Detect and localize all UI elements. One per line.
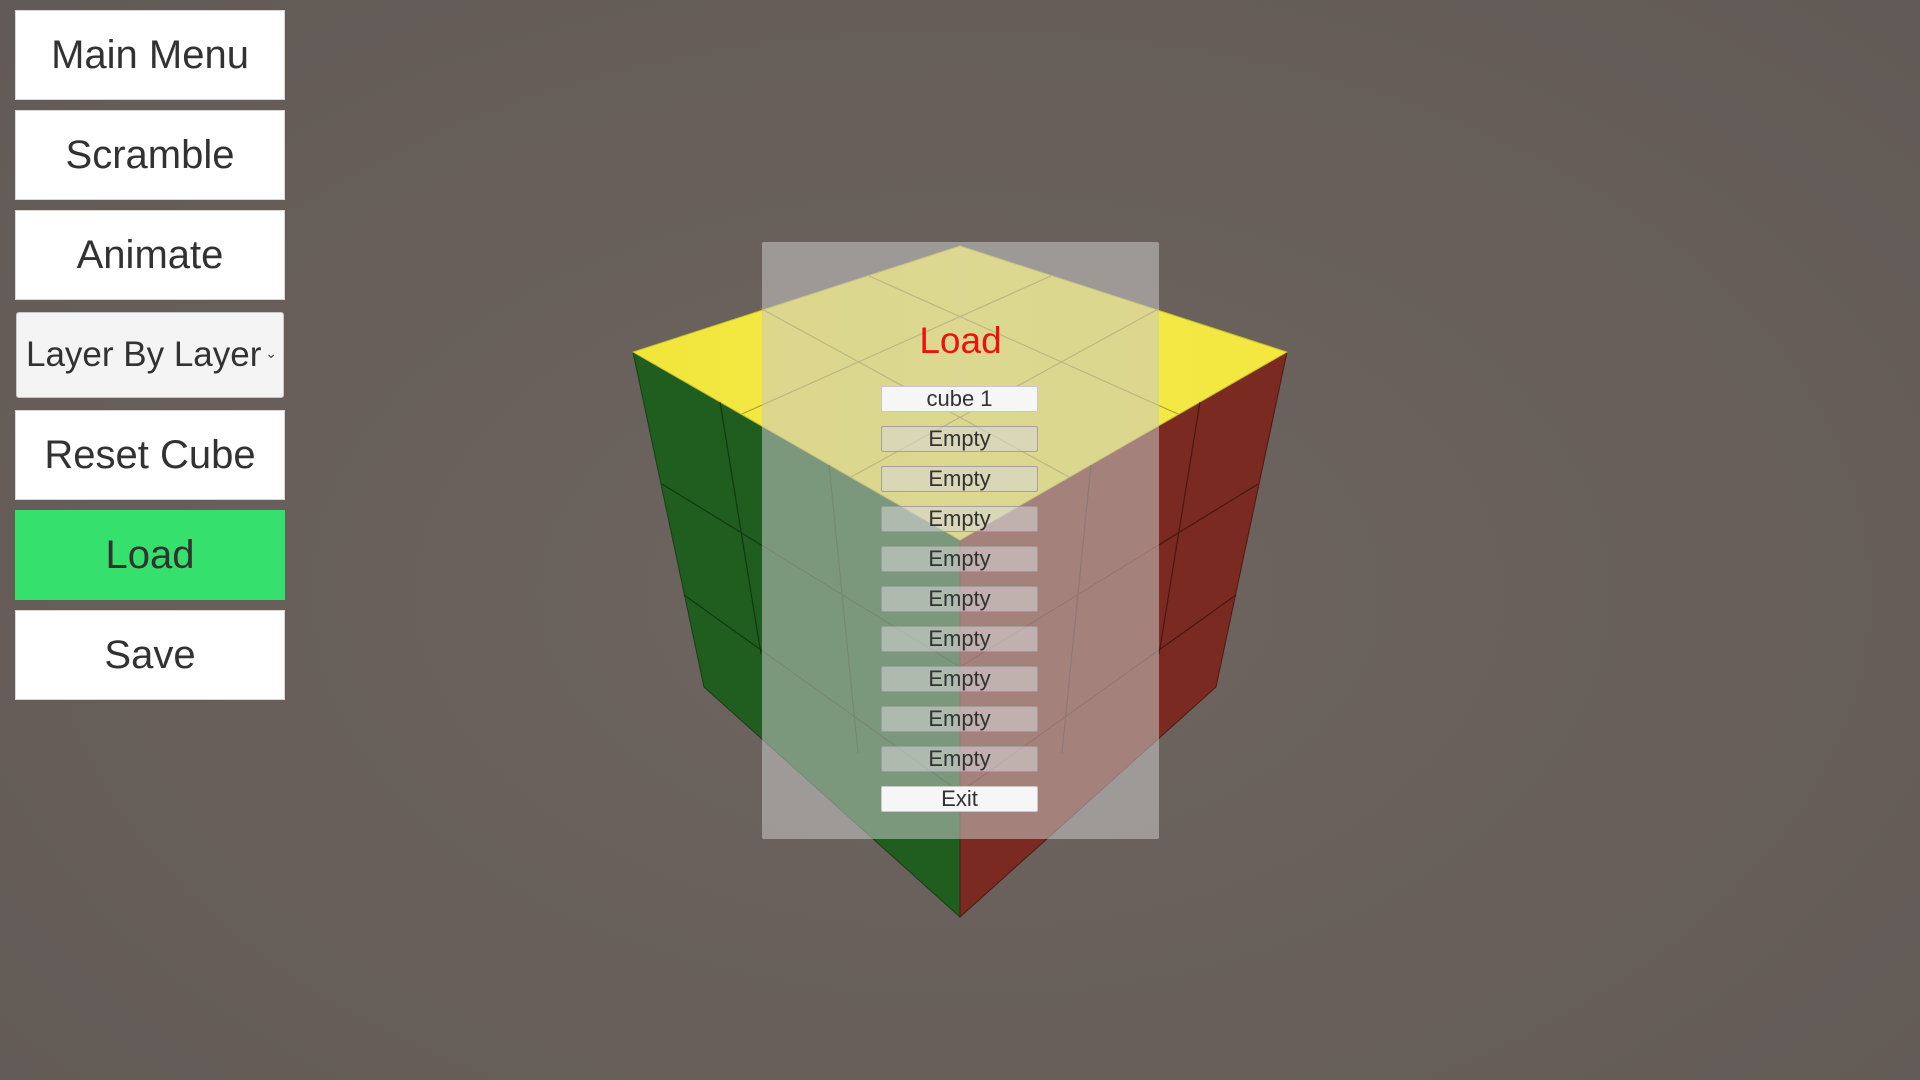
load-slot-2[interactable]: Empty — [881, 426, 1038, 452]
scramble-label: Scramble — [65, 132, 235, 177]
load-slot-10[interactable]: Empty — [881, 746, 1038, 772]
load-dialog-title: Load — [919, 320, 1002, 361]
chevron-down-icon: ⌄ — [265, 345, 277, 361]
load-slot-3[interactable]: Empty — [881, 466, 1038, 492]
load-slot-6[interactable]: Empty — [881, 586, 1038, 612]
load-slot-9[interactable]: Empty — [881, 706, 1038, 732]
solve-method-selected: Layer By Layer — [26, 335, 262, 374]
load-slot-8[interactable]: Empty — [881, 666, 1038, 692]
load-slot-1[interactable]: cube 1 — [881, 386, 1038, 412]
load-dialog: Load cube 1 Empty Empty Empty Empty Empt… — [762, 242, 1159, 839]
load-button[interactable]: Load — [15, 510, 285, 600]
animate-label: Animate — [76, 232, 224, 277]
animate-button[interactable]: Animate — [15, 210, 285, 300]
scramble-button[interactable]: Scramble — [15, 110, 285, 200]
main-menu-label: Main Menu — [51, 32, 249, 77]
reset-cube-button[interactable]: Reset Cube — [15, 410, 285, 500]
solve-method-dropdown[interactable]: Layer By Layer ⌄ — [16, 312, 284, 398]
load-label: Load — [105, 532, 195, 577]
save-button[interactable]: Save — [15, 610, 285, 700]
save-label: Save — [104, 632, 196, 677]
load-slot-4[interactable]: Empty — [881, 506, 1038, 532]
reset-cube-label: Reset Cube — [44, 432, 256, 477]
load-slot-7[interactable]: Empty — [881, 626, 1038, 652]
load-slot-5[interactable]: Empty — [881, 546, 1038, 572]
exit-button[interactable]: Exit — [881, 786, 1038, 812]
main-menu-button[interactable]: Main Menu — [15, 10, 285, 100]
